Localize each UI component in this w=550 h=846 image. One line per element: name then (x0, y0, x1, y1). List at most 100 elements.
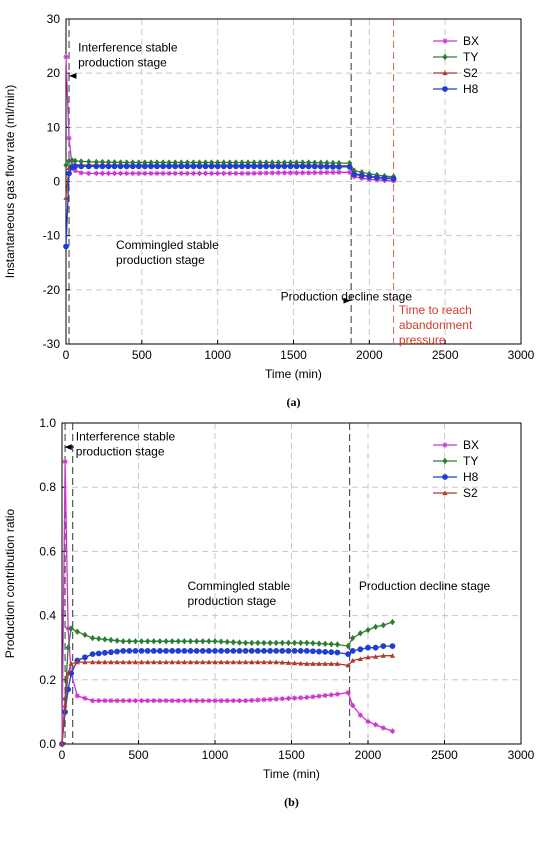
chart-a-legend-label-bx: BX (463, 34, 479, 48)
chart-b-point-ty (126, 638, 132, 645)
chart-a-legend-label-h8: H8 (463, 82, 479, 96)
chart-b-point-ty (169, 638, 175, 645)
chart-b-point-h8 (150, 648, 157, 654)
chart-b-point-s2 (132, 659, 139, 665)
chart-a-annotation-text: Interference stable (78, 41, 178, 55)
chart-b-point-s2 (357, 656, 363, 662)
chart-b-point-bx (350, 702, 356, 709)
chart-b-ylabel: Production contribution ratio (3, 508, 17, 658)
chart-a-point-bx (190, 170, 196, 176)
chart-b-point-s2 (163, 659, 169, 665)
chart-b-annotation-text: Commingled stable (187, 579, 290, 593)
chart-b-point-h8 (310, 648, 316, 655)
chart-a-point-ty (72, 157, 78, 165)
chart-b-point-ty (90, 634, 96, 642)
chart-b-legend-marker-bx (442, 442, 448, 448)
chart-b-point-bx (175, 698, 181, 704)
chart-a-point-h8 (160, 163, 166, 170)
chart-b-point-bx (255, 697, 261, 703)
chart-b-point-h8 (303, 648, 310, 654)
chart-b-point-ty (236, 639, 243, 646)
chart-a-legend: BX TY S2 H8 (433, 34, 479, 96)
chart-a-point-h8 (99, 163, 106, 170)
chart-b-point-ty (261, 639, 267, 647)
chart-b-ytick-label: 0.6 (39, 544, 56, 558)
chart-b-point-s2 (243, 659, 249, 665)
chart-b-point-s2 (151, 659, 157, 665)
chart-a-annotation-text: Production decline stage (281, 290, 413, 304)
chart-b-point-h8 (248, 648, 255, 654)
chart-a-point-h8 (358, 172, 365, 179)
chart-a-point-bx (118, 170, 124, 176)
chart-b-point-h8 (328, 649, 335, 656)
chart-b-point-h8 (187, 648, 194, 654)
chart-a-ytick-label: 20 (47, 66, 61, 80)
chart-b-annotation: Production decline stage (359, 579, 491, 593)
chart-a-legend-marker-h8 (442, 86, 448, 92)
chart-a-point-bx (312, 170, 318, 176)
chart-a-point-bx (202, 170, 209, 176)
chart-b-point-ty (267, 639, 273, 647)
chart-a-point-h8 (154, 163, 160, 170)
chart-b-point-bx (380, 725, 386, 731)
chart-b-point-ty (334, 641, 340, 648)
chart-b-point-s2 (157, 659, 163, 665)
chart-a-ytick-label: 30 (47, 12, 61, 26)
chart-b-xtick-label: 500 (128, 748, 148, 762)
chart-b-point-bx (310, 694, 316, 700)
chart-b-point-bx (316, 693, 322, 699)
chart-a-point-h8 (311, 163, 318, 170)
chart-b-point-ty (175, 638, 181, 645)
chart-b-ytick-label: 0.8 (39, 480, 56, 494)
chart-a-point-h8 (66, 170, 72, 177)
chart-b-point-bx (108, 698, 114, 704)
chart-a-point-bx (78, 170, 84, 176)
chart-b-point-ty (138, 638, 145, 645)
chart-b-point-s2 (230, 659, 236, 665)
chart-b-point-bx (291, 695, 298, 701)
chart-b-point-ty (114, 637, 120, 644)
chart-b-point-ty (102, 636, 108, 643)
chart-b-point-ty (322, 640, 328, 648)
chart-a-point-h8 (184, 163, 191, 170)
chart-a-point-bx (275, 170, 281, 176)
chart-a-point-bx (166, 170, 172, 176)
chart-a-gas-flow-rate: 0 500 1000 1500 2000 2500 3000 -30 -20 -10 0 10 20 30… (3, 12, 535, 409)
chart-a-point-h8 (123, 163, 130, 170)
chart-b-point-ty (249, 639, 255, 647)
chart-b-point-s2 (380, 653, 386, 658)
chart-a-point-bx (63, 54, 69, 60)
chart-a-point-h8 (346, 163, 353, 170)
chart-b-point-bx (157, 698, 163, 704)
chart-b-point-s2 (114, 659, 120, 665)
chart-b-point-h8 (261, 648, 267, 654)
chart-a-point-bx (287, 170, 294, 176)
chart-b-point-bx (334, 691, 340, 697)
chart-b-point-s2 (298, 660, 304, 666)
chart-b-point-bx (62, 458, 68, 465)
chart-a-point-h8 (148, 163, 154, 170)
chart-b-point-s2 (175, 659, 181, 665)
chart-a-point-bx (215, 170, 221, 176)
chart-a-point-h8 (196, 163, 203, 170)
chart-a-point-h8 (72, 163, 78, 170)
chart-b-point-h8 (138, 648, 145, 654)
chart-b-point-ty (243, 639, 249, 647)
chart-b-point-ty (194, 638, 200, 645)
chart-b-point-h8 (297, 648, 304, 654)
chart-b-point-ty (132, 638, 139, 645)
chart-b-point-s2 (68, 661, 74, 666)
chart-b-point-s2 (304, 661, 310, 666)
chart-a-point-h8 (330, 163, 336, 170)
chart-b-point-h8 (163, 648, 169, 654)
chart-a-point-h8 (299, 163, 306, 170)
chart-a-point-ty (318, 159, 324, 166)
chart-b-annotation-text: production stage (76, 445, 165, 459)
chart-b-point-bx (163, 698, 169, 704)
chart-b-point-h8 (175, 648, 182, 654)
chart-b-point-s2 (65, 670, 71, 676)
chart-b-point-s2 (310, 661, 316, 666)
chart-a-point-bx (324, 169, 330, 176)
